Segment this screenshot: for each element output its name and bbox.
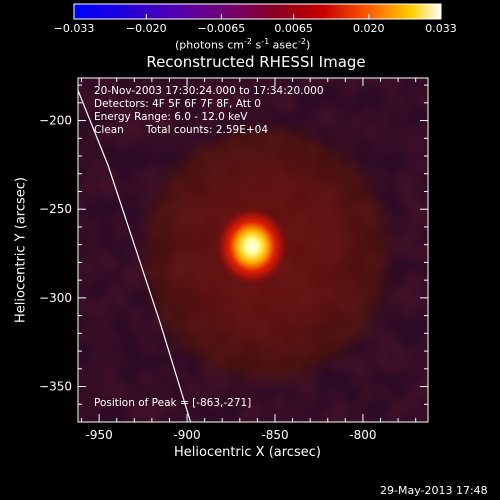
colorbar-tick-label: −0.020 bbox=[126, 22, 167, 35]
y-tick-label: −250 bbox=[39, 202, 72, 216]
plot-frame bbox=[77, 77, 429, 423]
annotation-counts: Total counts: 2.59E+04 bbox=[146, 124, 269, 136]
chart-title: Reconstructed RHESSI Image bbox=[146, 53, 366, 71]
x-tick-label: -800 bbox=[349, 428, 376, 442]
y-tick-label: −200 bbox=[39, 114, 72, 128]
annotation-energy: Energy Range: 6.0 - 12.0 keV bbox=[94, 111, 248, 123]
axis-ticks: -950 -900 -850 -800 −200 −250 −300 −350 bbox=[39, 78, 428, 442]
y-tick-label: −350 bbox=[39, 380, 72, 394]
colorbar-tick-label: 0.020 bbox=[353, 22, 385, 35]
colorbar-tick-label: −0.033 bbox=[54, 22, 95, 35]
solar-limb-line bbox=[78, 90, 192, 422]
colorbar-tick-label: −0.0065 bbox=[197, 22, 245, 35]
flare-peak-source bbox=[214, 205, 291, 288]
colorbar-tick-label: 0.033 bbox=[425, 22, 457, 35]
annotation-clean: Clean bbox=[94, 124, 124, 136]
x-axis-label: Heliocentric X (arcsec) bbox=[174, 445, 321, 460]
annotation-peak-position: Position of Peak = [-863,-271] bbox=[94, 397, 252, 409]
image-plot bbox=[78, 78, 428, 422]
colorbar: −0.033 −0.020 −0.0065 0.0065 0.020 0.033 bbox=[54, 3, 457, 35]
x-tick-label: -850 bbox=[261, 428, 288, 442]
annotation-detectors: Detectors: 4F 5F 6F 7F 8F, Att 0 bbox=[94, 98, 261, 110]
annotation-time: 20-Nov-2003 17:30:24.000 to 17:34:20.000 bbox=[94, 85, 324, 97]
x-tick-label: -950 bbox=[85, 428, 112, 442]
colorbar-gradient bbox=[73, 3, 442, 20]
y-axis-label: Heliocentric Y (arcsec) bbox=[13, 177, 29, 323]
footer-timestamp: 29-May-2013 17:48 bbox=[380, 484, 488, 497]
colorbar-unit-label: (photons cm-2 s-1 asec-2) bbox=[175, 37, 311, 52]
x-tick-label: -900 bbox=[173, 428, 200, 442]
colorbar-tick-label: 0.0065 bbox=[274, 22, 313, 35]
y-tick-label: −300 bbox=[39, 291, 72, 305]
